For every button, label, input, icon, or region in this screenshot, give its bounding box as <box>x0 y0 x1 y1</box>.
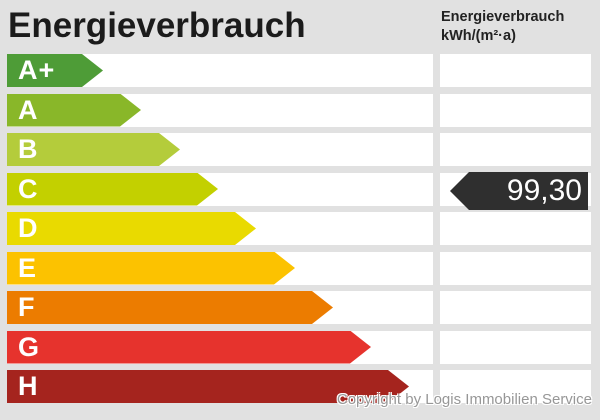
value-cell-f <box>440 291 591 324</box>
unit-header-line2: kWh/(m²·a) <box>441 28 516 44</box>
class-letter-f: F <box>18 292 36 322</box>
value-arrow: 99,30 <box>450 172 588 210</box>
class-arrow-d: D <box>7 212 256 245</box>
class-arrow-c: C <box>7 173 218 206</box>
scale-row-h: H <box>7 370 433 403</box>
copyright-text: Copyright by Logis Immobilien Service <box>336 391 592 408</box>
class-arrow-aplus: A+ <box>7 54 103 87</box>
class-letter-d: D <box>18 213 39 243</box>
class-letter-a: A <box>18 94 39 125</box>
class-arrow-g: G <box>7 331 371 364</box>
class-letter-e: E <box>18 252 38 283</box>
class-arrow-b: B <box>7 133 180 166</box>
value-cell-g <box>440 330 591 364</box>
class-arrow-a: A <box>7 94 141 127</box>
scale-row-c: C <box>7 172 433 206</box>
class-letter-aplus: A+ <box>18 55 56 85</box>
class-letter-h: H <box>18 371 39 401</box>
value-cell-e <box>440 251 591 285</box>
scale-row-a: A <box>7 93 433 127</box>
scale-row-f: F <box>7 291 433 324</box>
class-arrow-e: E <box>7 252 295 285</box>
scale-row-e: E <box>7 251 433 285</box>
consumption-value: 99,30 <box>506 174 582 207</box>
unit-header-line1: Energieverbrauch <box>441 9 565 25</box>
class-letter-g: G <box>18 331 41 362</box>
class-arrow-h: H <box>7 370 409 403</box>
scale-row-g: G <box>7 330 433 364</box>
scale-row-b: B <box>7 133 433 166</box>
page-title: Energieverbrauch <box>8 6 306 45</box>
value-cell-d <box>440 212 591 245</box>
class-arrow-f: F <box>7 291 333 324</box>
value-cell-h <box>440 370 591 403</box>
class-letter-b: B <box>18 134 39 164</box>
scale-row-d: D <box>7 212 433 245</box>
value-cell-aplus <box>440 54 591 87</box>
scale-row-aplus: A+ <box>7 54 433 87</box>
value-cell-b <box>440 133 591 166</box>
value-cell-a <box>440 93 591 127</box>
class-letter-c: C <box>18 173 39 204</box>
unit-header: Energieverbrauch kWh/(m²·a) <box>441 8 564 46</box>
